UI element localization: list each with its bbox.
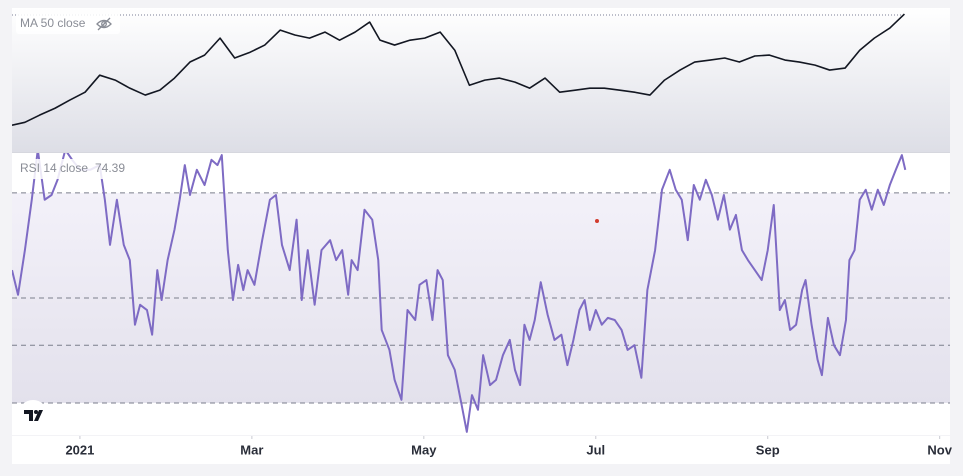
legend-rsi: RSI 14 close [20, 161, 88, 175]
tradingview-logo[interactable] [18, 400, 48, 430]
x-tick-label: 2021 [65, 442, 94, 457]
series-line [12, 13, 905, 126]
series-line [12, 153, 907, 433]
marker-dot [595, 219, 599, 223]
price-pane [12, 8, 950, 152]
x-tick-label: Sep [756, 442, 780, 457]
rsi-last-value: 74.39 [95, 161, 125, 175]
eye-icon[interactable] [96, 17, 112, 31]
pane-plot [12, 153, 950, 433]
legend-price: MA 50 close [20, 16, 86, 30]
pane-plot [12, 13, 905, 126]
x-tick-label: May [411, 442, 437, 457]
x-tick-label: Nov [927, 442, 952, 457]
legend-bg [16, 159, 134, 179]
plot-layer [12, 13, 950, 433]
time-axis [12, 436, 950, 464]
x-tick-label: Mar [240, 442, 263, 457]
x-tick-label: Jul [586, 442, 605, 457]
legend-bg [16, 14, 120, 34]
